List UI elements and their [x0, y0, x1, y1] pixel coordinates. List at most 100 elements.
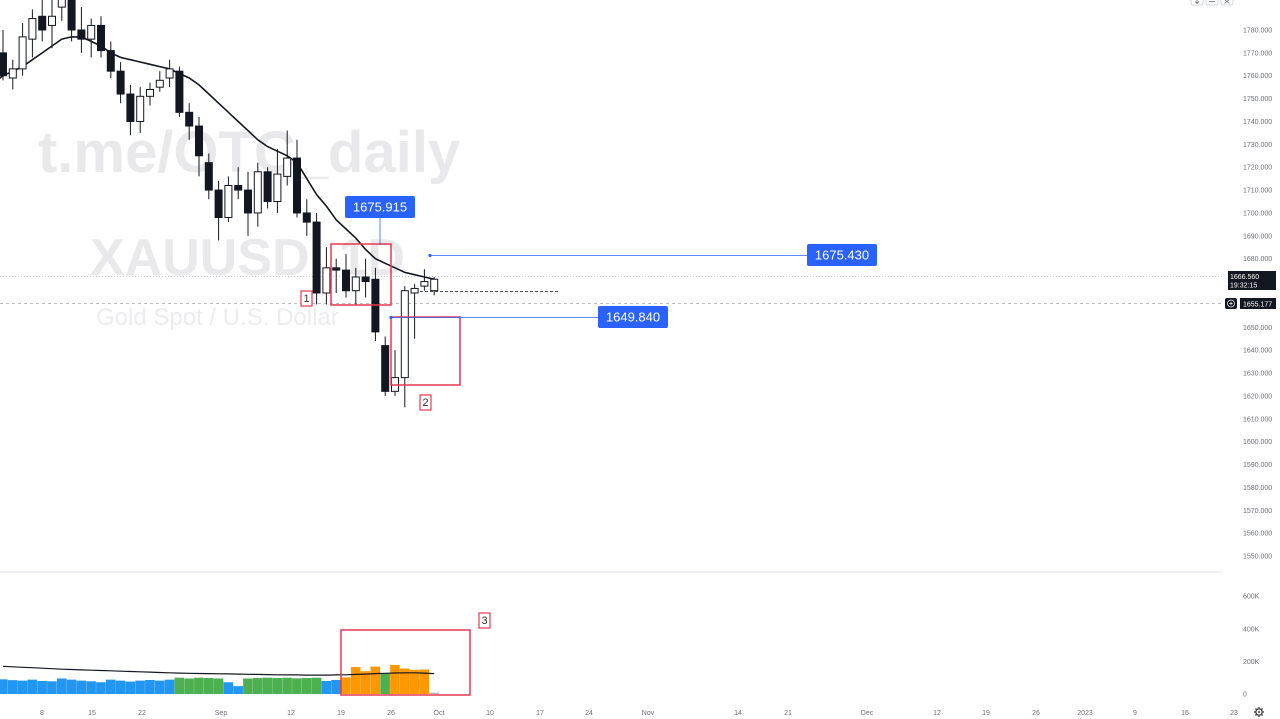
candle: [322, 247, 331, 305]
time-axis-label: 8: [40, 710, 44, 717]
gear-icon[interactable]: [1254, 707, 1264, 717]
price-tick-label: 1610.000: [1243, 416, 1272, 423]
highlight-box-3: [340, 629, 471, 696]
price-label-high[interactable]: 1675.915: [345, 196, 415, 218]
price-tick-label: 1650.000: [1243, 325, 1272, 332]
price-tick-label: 1740.000: [1243, 119, 1272, 126]
candle: [283, 130, 292, 186]
volume-bar: [164, 679, 175, 694]
price-tick-label: 1590.000: [1243, 462, 1272, 469]
candle: [263, 167, 272, 209]
reference-lines: [0, 276, 1222, 573]
volume-bar: [360, 671, 371, 694]
price-label-high-text: 1675.915: [353, 200, 407, 215]
time-axis[interactable]: 8 15 22 Sep 12 19 26 Oct 10 17 24 Nov 14 21 Dec 12 19 26 2…: [40, 710, 1238, 717]
countdown: 19:32:15: [1230, 283, 1257, 290]
price-axis-bg: [1222, 0, 1280, 719]
time-axis-label: 26: [1032, 710, 1040, 717]
label-box-2: 2: [419, 394, 432, 411]
candle: [146, 82, 154, 106]
volume-bar: [37, 680, 47, 694]
current-price: 1666.560: [1230, 274, 1259, 281]
time-axis-label: Nov: [642, 710, 655, 717]
label-box-2-text: 2: [422, 397, 428, 409]
price-tick-label: 1550.000: [1243, 554, 1272, 561]
time-axis-label: Dec: [861, 710, 874, 717]
time-axis-label: 17: [536, 710, 544, 717]
volume-tick-label: 0: [1243, 692, 1247, 699]
window-controls: [1190, 0, 1234, 6]
candle: [381, 336, 390, 396]
candle: [273, 148, 282, 213]
volume-bar: [66, 679, 77, 694]
price-label-low[interactable]: 1649.840: [598, 306, 668, 328]
crosshair-price-badge[interactable]: 1655.177: [1225, 298, 1276, 309]
time-axis-label: 19: [982, 710, 990, 717]
time-axis-label: 12: [287, 710, 295, 717]
watermark-line3: Gold Spot / U.S. Dollar: [96, 304, 339, 331]
candle: [302, 199, 311, 236]
candle: [244, 171, 252, 236]
volume-bar: [272, 678, 283, 694]
candle: [214, 180, 223, 241]
volume-tick-label: 400K: [1243, 626, 1260, 633]
candles-layer: [0, 0, 439, 408]
candle: [312, 212, 321, 305]
volume-bar: [115, 680, 126, 694]
price-tick-label: 1630.000: [1243, 371, 1272, 378]
ray-anchor: [389, 315, 393, 320]
watermark-line1: t.me/OTC_daily: [38, 120, 460, 185]
candle: [234, 167, 243, 200]
volume-bar: [203, 678, 214, 694]
time-axis-label: 21: [784, 710, 792, 717]
volume-bar: [341, 677, 351, 694]
candle: [97, 16, 105, 58]
time-axis-label: 23: [1230, 710, 1238, 717]
volume-bar: [321, 680, 332, 694]
candle: [77, 7, 86, 53]
highlight-box-1: [330, 243, 392, 306]
price-axis[interactable]: [1222, 0, 1280, 719]
time-axis-label: 22: [138, 710, 146, 717]
time-axis-label: 24: [585, 710, 593, 717]
candle: [351, 267, 360, 305]
candle: [420, 269, 429, 291]
candle: [67, 0, 76, 42]
volume-bar: [17, 680, 28, 694]
minus-icon[interactable]: [1205, 0, 1219, 6]
volume-bar: [301, 678, 312, 694]
volume-ticks: 600K 400K 200K 0: [1243, 594, 1260, 699]
time-axis-label: 9: [1133, 710, 1137, 717]
candle: [165, 59, 174, 88]
volume-bar: [380, 673, 390, 694]
plus-icon[interactable]: [1225, 298, 1237, 309]
watermark: t.me/OTC_daily XAUUSD, 1D Gold Spot / U.…: [38, 120, 460, 331]
time-axis-label: 19: [337, 710, 345, 717]
price-tick-label: 1640.000: [1243, 348, 1272, 355]
volume-bar: [399, 668, 410, 694]
volume-bar: [252, 678, 263, 694]
volume-bar: [223, 682, 234, 694]
volume-bar: [96, 682, 106, 694]
time-axis-label: 26: [387, 710, 395, 717]
price-label-right[interactable]: 1675.430: [807, 244, 877, 266]
label-box-1-text: 1: [303, 293, 309, 305]
candle: [224, 176, 233, 223]
label-box-3-text: 3: [481, 615, 487, 627]
time-axis-label: 16: [1181, 710, 1189, 717]
close-icon[interactable]: [1220, 0, 1234, 6]
candle: [155, 71, 164, 92]
price-tick-label: 1770.000: [1243, 50, 1272, 57]
candle: [204, 153, 213, 200]
price-tick-label: 1710.000: [1243, 188, 1272, 195]
candle: [48, 0, 56, 49]
price-tick-label: 1620.000: [1243, 393, 1272, 400]
annotations-layer: 1 2 3 1675.915 1675.430 1649.840: [300, 196, 877, 696]
candle: [195, 116, 203, 177]
down-arrow-icon[interactable]: [1190, 0, 1204, 6]
candle: [430, 276, 439, 296]
candle: [136, 87, 145, 133]
candle: [87, 18, 96, 58]
volume-bar: [27, 679, 38, 694]
